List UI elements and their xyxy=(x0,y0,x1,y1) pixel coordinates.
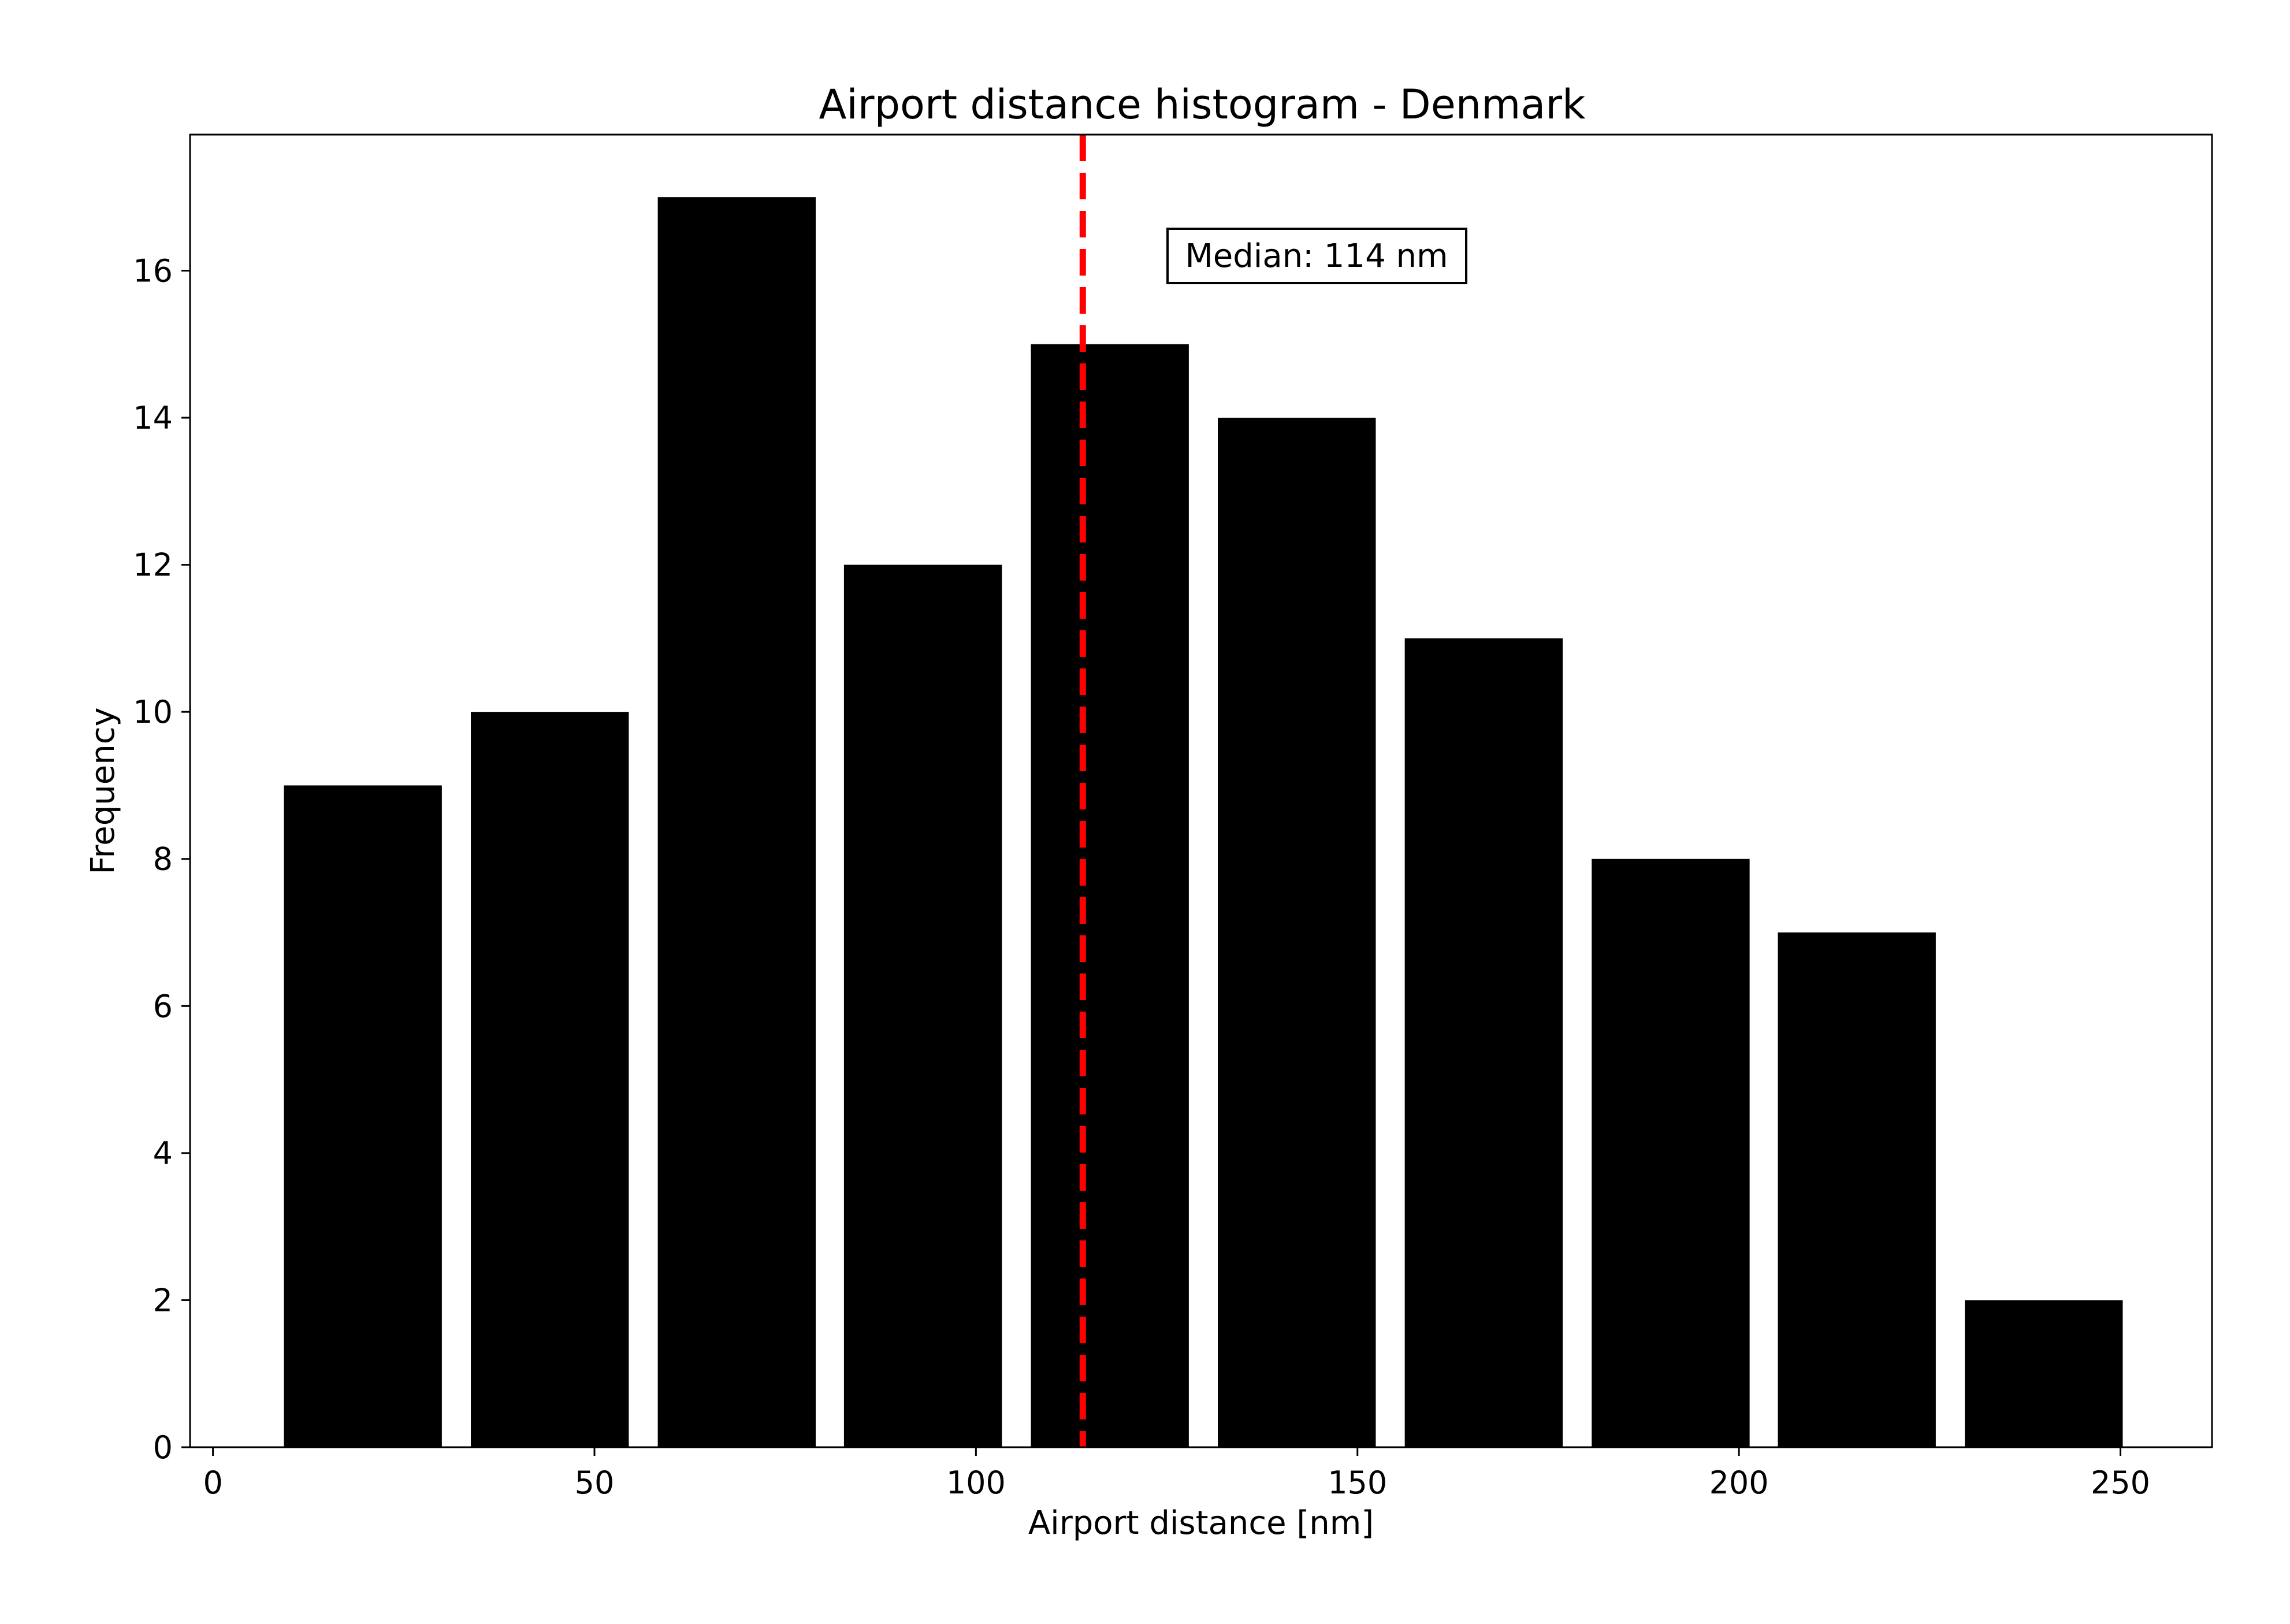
y-tick-label-2: 2 xyxy=(153,1282,173,1318)
x-tick-label-50: 50 xyxy=(575,1465,615,1501)
bar-6 xyxy=(1404,638,1563,1447)
y-axis-label: Frequency xyxy=(84,707,122,874)
x-axis-label: Airport distance [nm] xyxy=(1028,1504,1374,1542)
bar-1 xyxy=(471,712,629,1447)
bar-0 xyxy=(284,785,442,1447)
y-tick-label-16: 16 xyxy=(133,252,173,289)
bar-4 xyxy=(1031,344,1189,1447)
y-tick-label-4: 4 xyxy=(153,1135,173,1172)
bar-5 xyxy=(1218,418,1376,1447)
x-tick-label-100: 100 xyxy=(946,1465,1006,1501)
bar-8 xyxy=(1778,932,1936,1447)
y-tick-label-12: 12 xyxy=(133,547,173,584)
x-tick-label-0: 0 xyxy=(203,1465,222,1501)
bars-group xyxy=(284,197,2123,1448)
y-tick-label-14: 14 xyxy=(133,400,173,436)
x-tick-label-250: 250 xyxy=(2091,1465,2150,1501)
x-tick-label-200: 200 xyxy=(1709,1465,1769,1501)
median-annotation: Median: 114 nm xyxy=(1166,228,1467,284)
chart-title: Airport distance histogram - Denmark xyxy=(819,81,1586,128)
bar-3 xyxy=(843,564,1002,1448)
bar-2 xyxy=(657,197,816,1448)
y-tick-label-10: 10 xyxy=(133,694,173,730)
x-tick-label-150: 150 xyxy=(1328,1465,1387,1501)
plot-frame xyxy=(189,133,2213,1448)
y-axis-ticks: 0 2 4 6 8 10 12 14 16 xyxy=(133,252,190,1466)
y-tick-label-6: 6 xyxy=(153,988,173,1024)
median-annotation-box xyxy=(1166,228,1467,284)
y-tick-label-8: 8 xyxy=(153,841,173,878)
bar-7 xyxy=(1592,859,1750,1447)
bar-9 xyxy=(1965,1300,2123,1447)
x-axis-ticks: 0 50 100 150 200 250 xyxy=(203,1447,2150,1501)
y-tick-label-0: 0 xyxy=(153,1429,173,1466)
median-annotation-text: Median: 114 nm xyxy=(1185,237,1448,275)
